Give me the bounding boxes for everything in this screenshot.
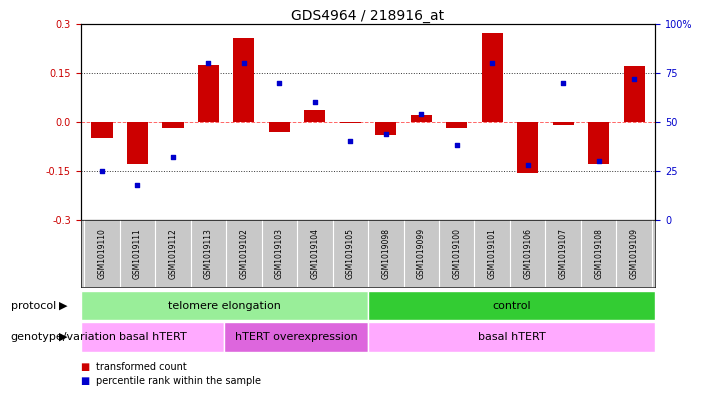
Point [451,142,463,149]
Bar [517,122,538,173]
Text: GSM1019105: GSM1019105 [346,228,355,279]
Point [486,60,498,66]
Bar [588,122,609,164]
Point [309,99,320,105]
Bar [482,33,503,122]
Text: GSM1019099: GSM1019099 [417,228,426,279]
Text: genotype/variation: genotype/variation [11,332,116,342]
Text: transformed count: transformed count [96,362,186,373]
Text: GSM1019103: GSM1019103 [275,228,284,279]
Bar [368,291,655,320]
Point [203,60,214,66]
Bar [81,322,224,352]
Bar [198,64,219,122]
Text: telomere elongation: telomere elongation [168,301,281,310]
Bar [446,122,468,129]
Text: GSM1019110: GSM1019110 [97,228,107,279]
Bar [162,122,184,129]
Point [380,130,391,137]
Point [168,154,179,160]
Point [557,79,569,86]
Text: GSM1019101: GSM1019101 [488,228,497,279]
Text: hTERT overexpression: hTERT overexpression [235,332,358,342]
Point [629,75,640,82]
Bar [233,39,254,122]
Text: GSM1019108: GSM1019108 [594,228,603,279]
Text: GSM1019109: GSM1019109 [629,228,639,279]
Bar [91,122,113,138]
Text: GSM1019104: GSM1019104 [311,228,319,279]
Text: ■: ■ [81,362,90,373]
Text: basal hTERT: basal hTERT [118,332,186,342]
Point [345,138,356,145]
Title: GDS4964 / 218916_at: GDS4964 / 218916_at [292,9,444,22]
Text: GSM1019106: GSM1019106 [523,228,532,279]
Text: percentile rank within the sample: percentile rank within the sample [96,376,261,386]
Point [522,162,533,168]
Bar [623,66,645,122]
Text: control: control [492,301,531,310]
Text: GSM1019107: GSM1019107 [559,228,568,279]
Point [238,60,250,66]
Text: ▶: ▶ [59,301,67,310]
Bar [375,122,396,135]
Bar [304,110,325,122]
Text: GSM1019102: GSM1019102 [239,228,248,279]
Bar [127,122,148,164]
Point [593,158,604,164]
Text: GSM1019113: GSM1019113 [204,228,213,279]
Bar [411,115,432,122]
Text: GSM1019111: GSM1019111 [133,228,142,279]
Point [132,182,143,188]
Point [96,168,107,174]
Bar [368,322,655,352]
Bar [224,322,368,352]
Text: GSM1019100: GSM1019100 [452,228,461,279]
Text: ▶: ▶ [59,332,67,342]
Text: GSM1019098: GSM1019098 [381,228,390,279]
Bar [81,291,368,320]
Text: GSM1019112: GSM1019112 [168,228,177,279]
Text: protocol: protocol [11,301,56,310]
Bar [552,122,574,125]
Text: basal hTERT: basal hTERT [478,332,545,342]
Bar [268,122,290,132]
Point [273,79,285,86]
Point [416,111,427,117]
Text: ■: ■ [81,376,90,386]
Bar [340,122,361,123]
